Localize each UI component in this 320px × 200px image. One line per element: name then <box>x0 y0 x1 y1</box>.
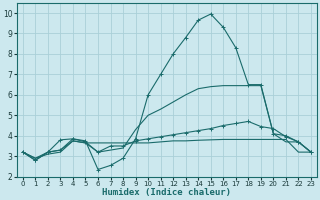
X-axis label: Humidex (Indice chaleur): Humidex (Indice chaleur) <box>102 188 231 197</box>
